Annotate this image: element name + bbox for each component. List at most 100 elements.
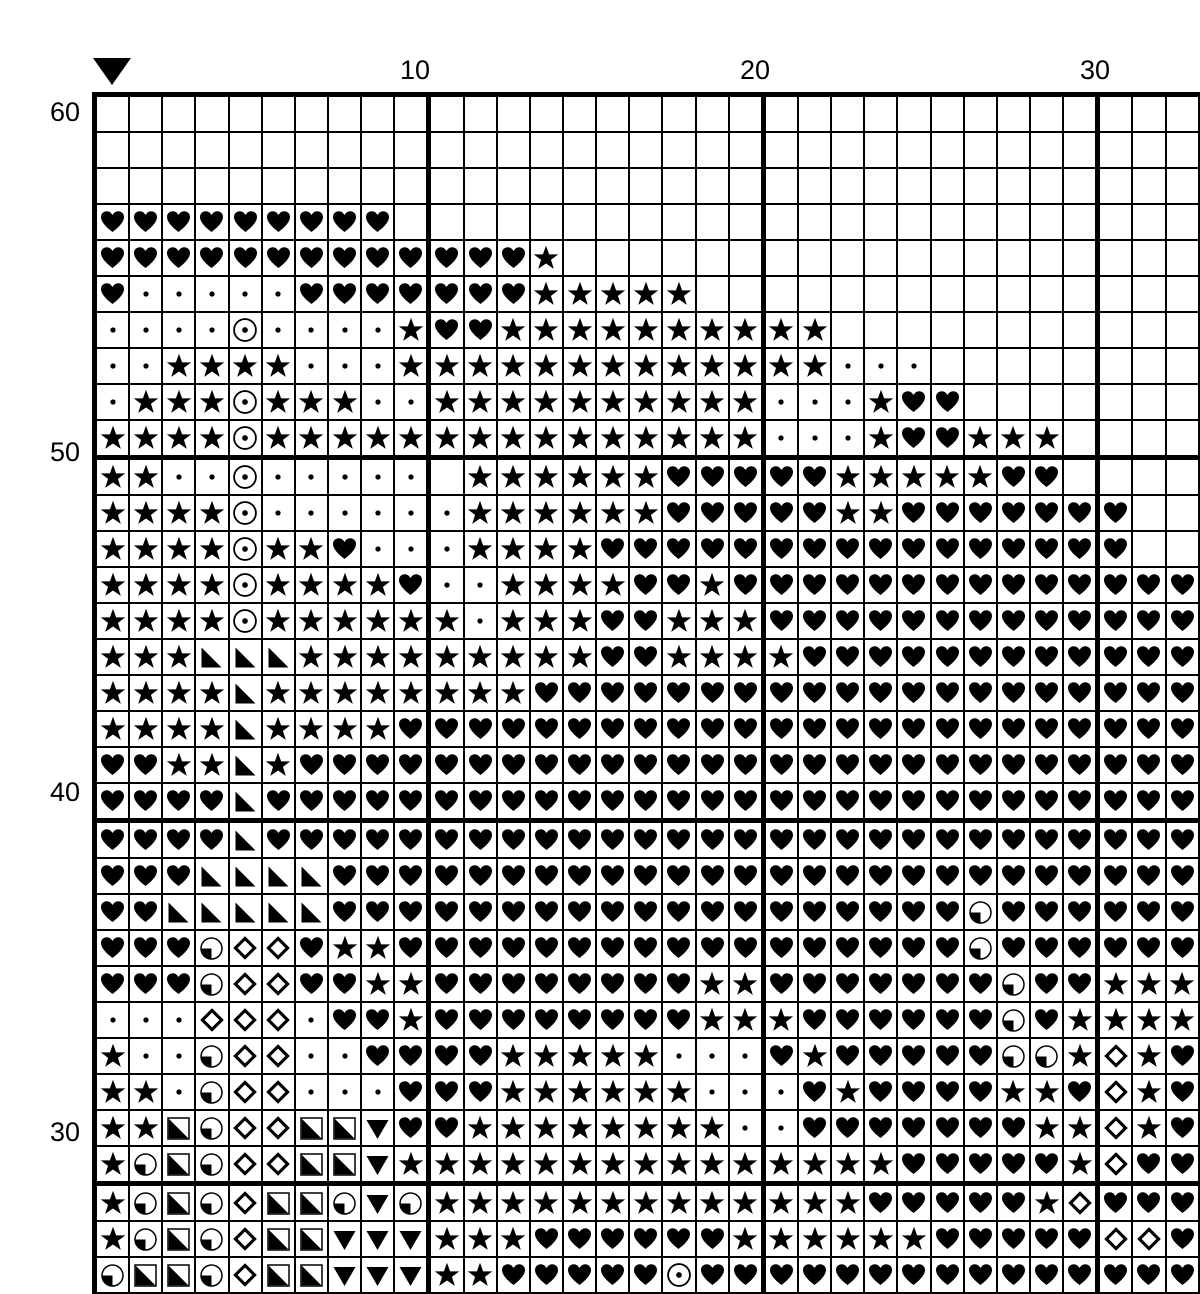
pattern-cell[interactable] <box>1062 746 1098 783</box>
pattern-cell[interactable] <box>260 929 295 966</box>
pattern-cell[interactable] <box>360 710 395 747</box>
pattern-cell[interactable] <box>92 638 130 675</box>
pattern-cell[interactable] <box>194 530 229 567</box>
pattern-cell[interactable] <box>962 638 997 675</box>
pattern-cell[interactable] <box>727 1001 764 1038</box>
pattern-cell[interactable] <box>326 275 362 312</box>
pattern-cell[interactable] <box>92 383 130 420</box>
pattern-cell[interactable] <box>360 1001 395 1038</box>
pattern-cell[interactable] <box>92 857 130 894</box>
pattern-cell[interactable] <box>360 275 395 312</box>
pattern-cell-empty[interactable] <box>1062 275 1098 312</box>
pattern-cell[interactable] <box>1062 1145 1098 1184</box>
pattern-cell[interactable] <box>929 1256 964 1294</box>
pattern-cell[interactable] <box>462 818 497 858</box>
pattern-cell[interactable] <box>194 419 229 458</box>
pattern-cell[interactable] <box>628 1001 663 1038</box>
pattern-cell[interactable] <box>161 203 196 240</box>
pattern-cell[interactable] <box>595 857 630 894</box>
pattern-cell[interactable] <box>760 494 798 531</box>
pattern-cell[interactable] <box>863 638 898 675</box>
pattern-cell[interactable] <box>661 1109 696 1146</box>
pattern-cell[interactable] <box>528 1073 563 1110</box>
pattern-cell[interactable] <box>161 530 196 567</box>
pattern-cell[interactable] <box>628 710 663 747</box>
pattern-cell[interactable] <box>426 1181 464 1221</box>
pattern-cell[interactable] <box>260 494 295 531</box>
pattern-cell-empty[interactable] <box>628 131 663 168</box>
pattern-cell[interactable] <box>896 1073 931 1110</box>
pattern-cell[interactable] <box>528 638 563 675</box>
pattern-cell[interactable] <box>128 275 163 312</box>
pattern-cell[interactable] <box>495 1220 530 1257</box>
pattern-cell[interactable] <box>1095 1109 1133 1146</box>
pattern-cell[interactable] <box>595 419 630 458</box>
pattern-cell-empty[interactable] <box>1164 203 1200 240</box>
pattern-cell-empty[interactable] <box>896 167 931 204</box>
pattern-cell[interactable] <box>393 929 429 966</box>
pattern-cell[interactable] <box>1062 818 1098 858</box>
pattern-cell[interactable] <box>1131 929 1166 966</box>
pattern-cell-empty[interactable] <box>561 167 597 204</box>
pattern-cell[interactable] <box>128 239 163 276</box>
pattern-cell[interactable] <box>128 419 163 458</box>
pattern-cell[interactable] <box>1131 893 1166 930</box>
pattern-cell[interactable] <box>561 1073 597 1110</box>
pattern-cell-empty[interactable] <box>628 239 663 276</box>
pattern-cell-empty[interactable] <box>528 203 563 240</box>
pattern-cell[interactable] <box>393 1256 429 1294</box>
pattern-cell-empty[interactable] <box>796 239 832 276</box>
pattern-cell-empty[interactable] <box>1131 494 1166 531</box>
pattern-cell-empty[interactable] <box>830 203 865 240</box>
pattern-cell[interactable] <box>1164 893 1200 930</box>
pattern-cell[interactable] <box>863 1256 898 1294</box>
pattern-cell[interactable] <box>1131 1220 1166 1257</box>
pattern-cell[interactable] <box>293 746 328 783</box>
pattern-cell[interactable] <box>727 818 764 858</box>
pattern-cell[interactable] <box>595 1256 630 1294</box>
pattern-cell[interactable] <box>462 311 497 348</box>
pattern-cell-empty[interactable] <box>896 239 931 276</box>
pattern-cell[interactable] <box>260 782 295 821</box>
pattern-cell[interactable] <box>760 638 798 675</box>
pattern-cell[interactable] <box>661 602 696 639</box>
pattern-cell[interactable] <box>727 530 764 567</box>
pattern-cell[interactable] <box>896 1256 931 1294</box>
pattern-cell[interactable] <box>462 566 497 603</box>
pattern-cell[interactable] <box>326 1145 362 1184</box>
pattern-cell[interactable] <box>293 455 328 495</box>
pattern-cell[interactable] <box>796 929 832 966</box>
pattern-cell[interactable] <box>760 455 798 495</box>
pattern-cell[interactable] <box>595 818 630 858</box>
pattern-cell[interactable] <box>830 347 865 384</box>
pattern-cell[interactable] <box>760 893 798 930</box>
pattern-cell[interactable] <box>92 602 130 639</box>
pattern-cell[interactable] <box>1164 746 1200 783</box>
pattern-cell[interactable] <box>495 1109 530 1146</box>
pattern-cell[interactable] <box>495 638 530 675</box>
pattern-cell-empty[interactable] <box>760 167 798 204</box>
pattern-cell-empty[interactable] <box>1028 203 1064 240</box>
pattern-cell[interactable] <box>727 1145 764 1184</box>
pattern-cell-empty[interactable] <box>1062 92 1098 132</box>
pattern-cell[interactable] <box>727 419 764 458</box>
pattern-cell[interactable] <box>796 965 832 1002</box>
pattern-cell[interactable] <box>462 965 497 1002</box>
pattern-cell[interactable] <box>528 566 563 603</box>
pattern-cell[interactable] <box>462 275 497 312</box>
pattern-cell[interactable] <box>796 347 832 384</box>
pattern-cell-empty[interactable] <box>830 275 865 312</box>
pattern-cell[interactable] <box>661 746 696 783</box>
pattern-cell[interactable] <box>1062 1073 1098 1110</box>
pattern-cell[interactable] <box>1095 857 1133 894</box>
pattern-cell[interactable] <box>393 1109 429 1146</box>
pattern-cell[interactable] <box>1131 746 1166 783</box>
pattern-cell[interactable] <box>360 203 395 240</box>
pattern-cell[interactable] <box>293 674 328 711</box>
pattern-cell[interactable] <box>896 602 931 639</box>
pattern-cell[interactable] <box>360 602 395 639</box>
pattern-cell[interactable] <box>1062 494 1098 531</box>
pattern-cell[interactable] <box>1028 818 1064 858</box>
pattern-cell[interactable] <box>260 1181 295 1221</box>
pattern-cell[interactable] <box>260 239 295 276</box>
